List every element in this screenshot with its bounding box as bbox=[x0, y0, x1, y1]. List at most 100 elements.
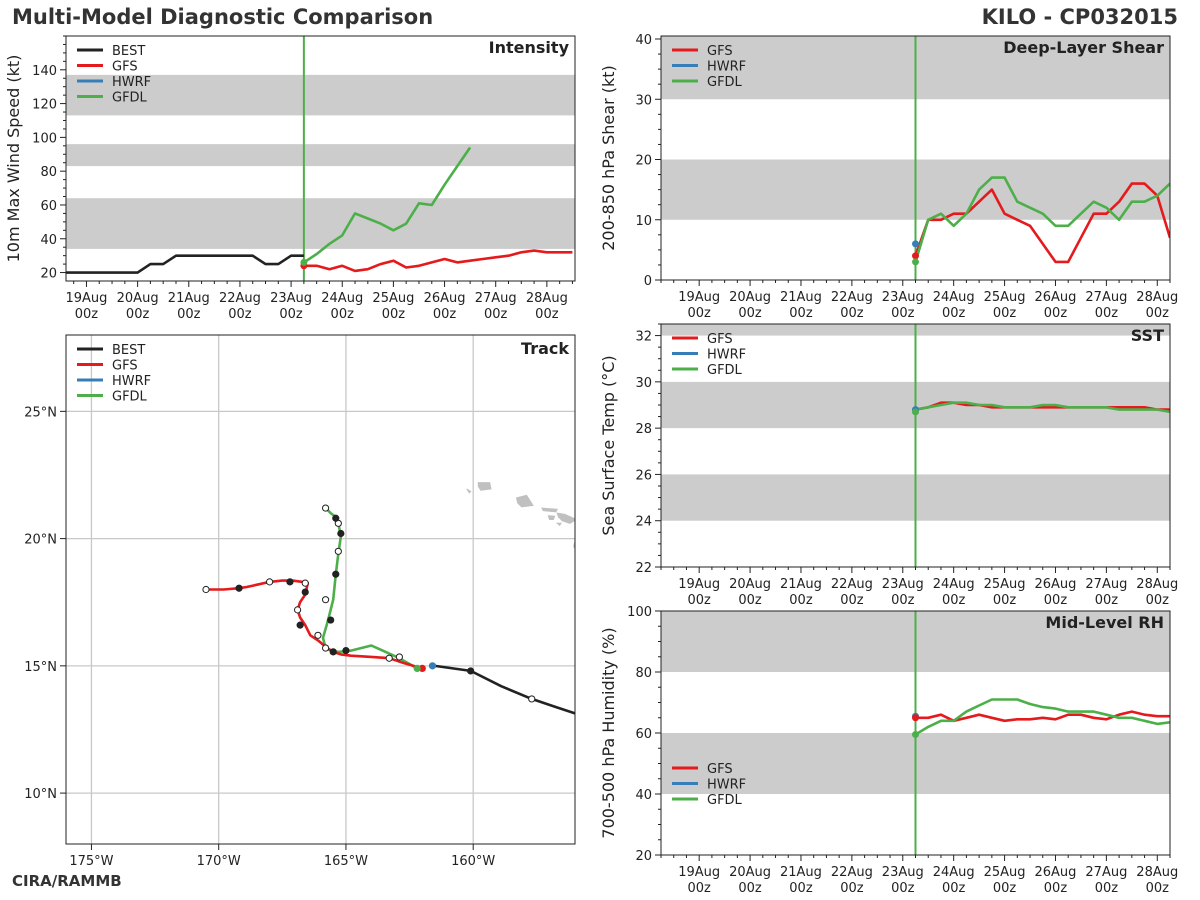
rh-xtick-label: 22Aug 00z bbox=[831, 865, 873, 896]
track-legend-label-best: BEST bbox=[112, 343, 145, 358]
intensity-xtick-label: 22Aug 00z bbox=[219, 291, 261, 322]
sst-ylabel: Sea Surface Temp (°C) bbox=[599, 355, 618, 535]
rh-xtick-label: 26Aug 00z bbox=[1035, 865, 1077, 896]
track-marker-gfs bbox=[314, 631, 322, 639]
track-ytick-label: 25°N bbox=[24, 405, 57, 420]
track-marker-gfdl bbox=[332, 570, 340, 578]
rh-xtick-label: 19Aug 00z bbox=[678, 865, 720, 896]
sst-xtick-label: 24Aug 00z bbox=[933, 577, 975, 608]
shear-xtick-label: 22Aug 00z bbox=[831, 290, 873, 321]
sst-series-gfdl bbox=[915, 401, 1170, 414]
rh-xtick-label: 27Aug 00z bbox=[1085, 865, 1127, 896]
track-map-area bbox=[66, 335, 575, 844]
rh-xtick-label: 21Aug 00z bbox=[780, 865, 822, 896]
intensity-ytick-label: 20 bbox=[40, 267, 57, 282]
track-marker-gfs bbox=[301, 579, 309, 587]
rh-xtick-label: 23Aug 00z bbox=[882, 865, 924, 896]
sst-xtick-label: 20Aug 00z bbox=[729, 577, 771, 608]
track-title: Track bbox=[521, 339, 569, 358]
shear-xtick-label: 26Aug 00z bbox=[1035, 290, 1077, 321]
shear-xtick-label: 20Aug 00z bbox=[729, 290, 771, 321]
track-init-point-gfs bbox=[418, 664, 426, 672]
sst-ytick-label: 24 bbox=[635, 515, 652, 530]
track-marker-gfdl bbox=[395, 653, 403, 661]
track-frame bbox=[65, 334, 576, 845]
track-marker-best bbox=[528, 695, 536, 703]
intensity-xtick-label: 19Aug 00z bbox=[65, 291, 107, 322]
intensity-series-gfs bbox=[303, 249, 573, 273]
sst-ytick-label: 26 bbox=[635, 468, 652, 483]
page-title: Multi-Model Diagnostic Comparison bbox=[12, 5, 434, 29]
track-marker-gfdl bbox=[327, 616, 335, 624]
sst-legend-label-gfs: GFS bbox=[707, 332, 733, 347]
intensity-chart: 20 40 60 80 100 120 140 19Aug 00z 20Aug 00z 21Aug 00… bbox=[4, 35, 576, 322]
sst-xtick-label: 28Aug 00z bbox=[1136, 577, 1178, 608]
intensity-xtick-label: 21Aug 00z bbox=[168, 291, 210, 322]
shear-xtick-label: 28Aug 00z bbox=[1136, 290, 1178, 321]
shear-xtick-label: 24Aug 00z bbox=[933, 290, 975, 321]
track-marker-gfdl bbox=[342, 646, 350, 655]
sst-xtick-label: 19Aug 00z bbox=[678, 577, 720, 608]
intensity-series-gfdl bbox=[303, 146, 472, 264]
track-marker-gfs bbox=[235, 584, 243, 592]
track-marker-gfs bbox=[296, 621, 304, 629]
track-marker-gfdl bbox=[337, 529, 345, 538]
track-marker-gfdl bbox=[321, 644, 330, 652]
rh-legend-label-hwrf: HWRF bbox=[707, 778, 746, 793]
sst-ytick-label: 28 bbox=[635, 422, 652, 437]
intensity-xtick-label: 27Aug 00z bbox=[475, 291, 517, 322]
sst-init-point-gfdl bbox=[912, 408, 919, 416]
rh-legend-label-gfs: GFS bbox=[707, 762, 733, 777]
intensity-ytick-label: 60 bbox=[40, 199, 57, 214]
intensity-frame bbox=[65, 35, 576, 282]
rh-init-point-gfdl bbox=[912, 731, 919, 739]
shear-ytick-label: 0 bbox=[644, 274, 652, 289]
intensity-ytick-label: 100 bbox=[32, 131, 57, 146]
shear-init-point-gfs bbox=[912, 252, 919, 260]
track-marker-gfs bbox=[202, 585, 210, 594]
sst-ytick-label: 30 bbox=[635, 376, 652, 391]
island-hawaii bbox=[573, 539, 575, 550]
island-kahoolawe bbox=[555, 522, 562, 527]
sst-ytick-label: 22 bbox=[635, 561, 652, 576]
shear-xtick-label: 19Aug 00z bbox=[678, 290, 720, 321]
track-xtick-label: 175°W bbox=[69, 854, 113, 869]
shear-xtick-label: 27Aug 00z bbox=[1085, 290, 1127, 321]
intensity-ytick-label: 140 bbox=[32, 64, 57, 79]
sst-legend-label-hwrf: HWRF bbox=[707, 348, 746, 363]
track-xtick-label: 170°W bbox=[197, 854, 241, 869]
shear-ytick-label: 40 bbox=[635, 33, 652, 48]
intensity-plot-area bbox=[66, 36, 575, 281]
rh-xtick-label: 25Aug 00z bbox=[984, 865, 1026, 896]
track-marker-gfdl bbox=[334, 547, 342, 555]
shear-xtick-label: 21Aug 00z bbox=[780, 290, 822, 321]
intensity-xtick-label: 20Aug 00z bbox=[117, 291, 159, 322]
rh-xtick-label: 28Aug 00z bbox=[1136, 865, 1178, 896]
track-marker-gfs bbox=[293, 606, 302, 614]
storm-id-title: KILO - CP032015 bbox=[981, 5, 1178, 29]
sst-xtick-label: 22Aug 00z bbox=[831, 577, 873, 608]
track-init-point-gfdl bbox=[413, 664, 421, 672]
sst-title: SST bbox=[1131, 326, 1164, 345]
track-marker-gfs bbox=[286, 578, 294, 586]
rh-chart: 20 40 60 80 100 19Aug 00z 20Aug 00z 21Aug 00z 22Aug… bbox=[599, 605, 1178, 896]
sst-xtick-label: 23Aug 00z bbox=[882, 577, 924, 608]
intensity-legend-label-hwrf: HWRF bbox=[112, 75, 151, 90]
intensity-shaded-band bbox=[66, 198, 575, 249]
intensity-xtick-label: 26Aug 00z bbox=[424, 291, 466, 322]
shear-ylabel: 200-850 hPa Shear (kt) bbox=[599, 65, 618, 251]
intensity-xtick-label: 23Aug 00z bbox=[270, 291, 312, 322]
shear-legend-label-gfs: GFS bbox=[707, 44, 733, 59]
shear-legend-label-gfdl: GFDL bbox=[707, 75, 743, 90]
rh-title: Mid-Level RH bbox=[1045, 613, 1164, 632]
rh-plot-area bbox=[661, 611, 1170, 855]
intensity-ytick-label: 40 bbox=[40, 233, 57, 248]
shear-xtick-label: 23Aug 00z bbox=[882, 290, 924, 321]
track-init-point-hwrf bbox=[428, 662, 437, 670]
track-marker-gfdl bbox=[321, 504, 330, 512]
track-marker-gfs bbox=[266, 578, 274, 586]
rh-ytick-label: 80 bbox=[635, 666, 652, 681]
track-legend-label-hwrf: HWRF bbox=[112, 374, 151, 389]
rh-series-gfdl bbox=[914, 698, 1170, 736]
